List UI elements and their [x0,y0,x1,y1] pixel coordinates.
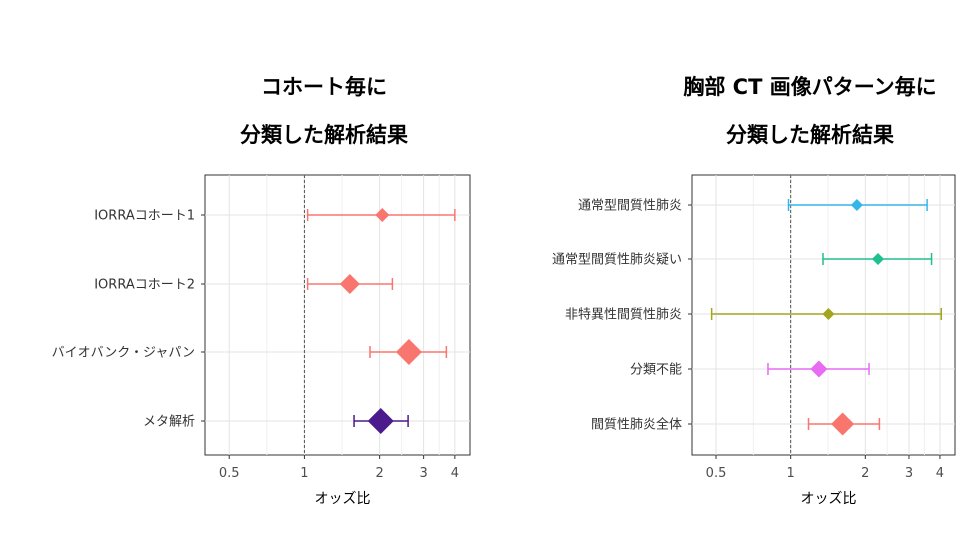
plot-panel [204,174,471,456]
estimate-point [395,339,422,365]
estimate-point [339,274,360,294]
row-label: 非特異性間質性肺炎 [565,308,682,323]
row-label: 間質性肺炎全体 [591,417,682,433]
estimate-point [367,408,394,434]
forest-plot-2: 胸部 CT 画像パターン毎に分類した解析結果通常型間質性肺炎通常型間質性肺炎疑い… [552,75,956,507]
x-tick-label: 0.5 [706,466,727,481]
chart-title-line-2: 分類した解析結果 [726,123,894,147]
row-label: メタ解析 [143,415,195,430]
estimate-point [375,208,390,222]
x-axis-title: オッズ比 [801,491,857,507]
chart-title-line-2: 分類した解析結果 [240,123,408,147]
chart-title-line-1: コホート毎に [261,75,387,99]
x-tick-label: 3 [905,466,913,481]
x-tick-label: 2 [861,466,869,481]
row-label: IORRAコホート1 [94,209,195,224]
x-tick-label: 4 [936,466,944,481]
estimate-point [822,308,835,320]
row-label: 分類不能 [630,363,682,378]
x-tick-label: 2 [375,466,383,481]
x-tick-label: 3 [419,466,427,481]
x-tick-label: 1 [787,466,795,481]
x-tick-label: 0.5 [219,466,240,481]
x-axis-title: オッズ比 [315,491,371,507]
chart-title-line-1: 胸部 CT 画像パターン毎に [683,75,936,99]
row-label: バイオバンク・ジャパン [52,346,195,361]
estimate-point [831,412,855,436]
estimate-point [871,253,884,265]
estimate-point [810,360,828,378]
row-label: 通常型間質性肺炎疑い [552,252,682,268]
x-tick-label: 1 [300,466,308,481]
row-label: 通常型間質性肺炎 [578,199,682,214]
estimate-point [850,199,863,211]
row-label: IORRAコホート2 [94,278,195,293]
x-tick-label: 4 [451,466,459,481]
